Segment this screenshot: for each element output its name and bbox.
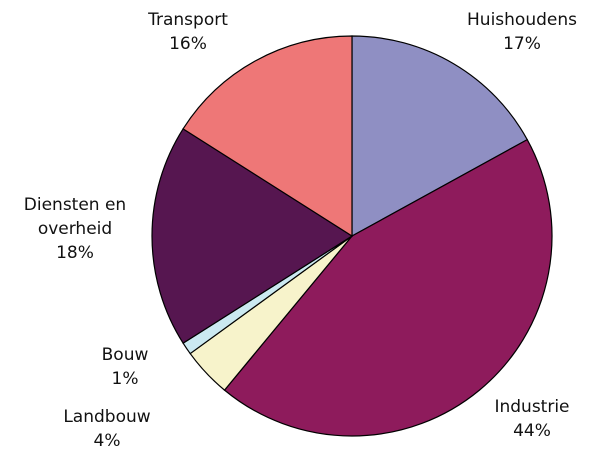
slice-label: Industrie 44%: [462, 395, 602, 443]
slice-label: Transport 16%: [118, 8, 258, 56]
pie-slice: [151, 128, 354, 344]
value-label: 44%: [513, 421, 551, 441]
pie-slice: [351, 35, 529, 238]
category-name: Huishoudens: [467, 10, 577, 30]
category-name: Transport: [148, 10, 228, 30]
category-name: Industrie: [494, 397, 570, 417]
value-label: 1%: [111, 369, 139, 389]
pie-slice: [182, 35, 353, 238]
value-label: 16%: [169, 34, 207, 54]
category-name: Diensten en overheid: [23, 195, 127, 239]
value-label: 4%: [93, 431, 121, 451]
slice-label: Landbouw 4%: [37, 405, 177, 453]
value-label: 17%: [503, 34, 541, 54]
value-label: 18%: [56, 243, 94, 263]
slice-label: Diensten en overheid 18%: [10, 193, 140, 265]
category-name: Bouw: [101, 345, 149, 365]
category-name: Landbouw: [63, 407, 151, 427]
slice-label: Bouw 1%: [75, 343, 175, 391]
pie-slice: [223, 138, 553, 437]
slice-label: Huishoudens 17%: [452, 8, 592, 56]
